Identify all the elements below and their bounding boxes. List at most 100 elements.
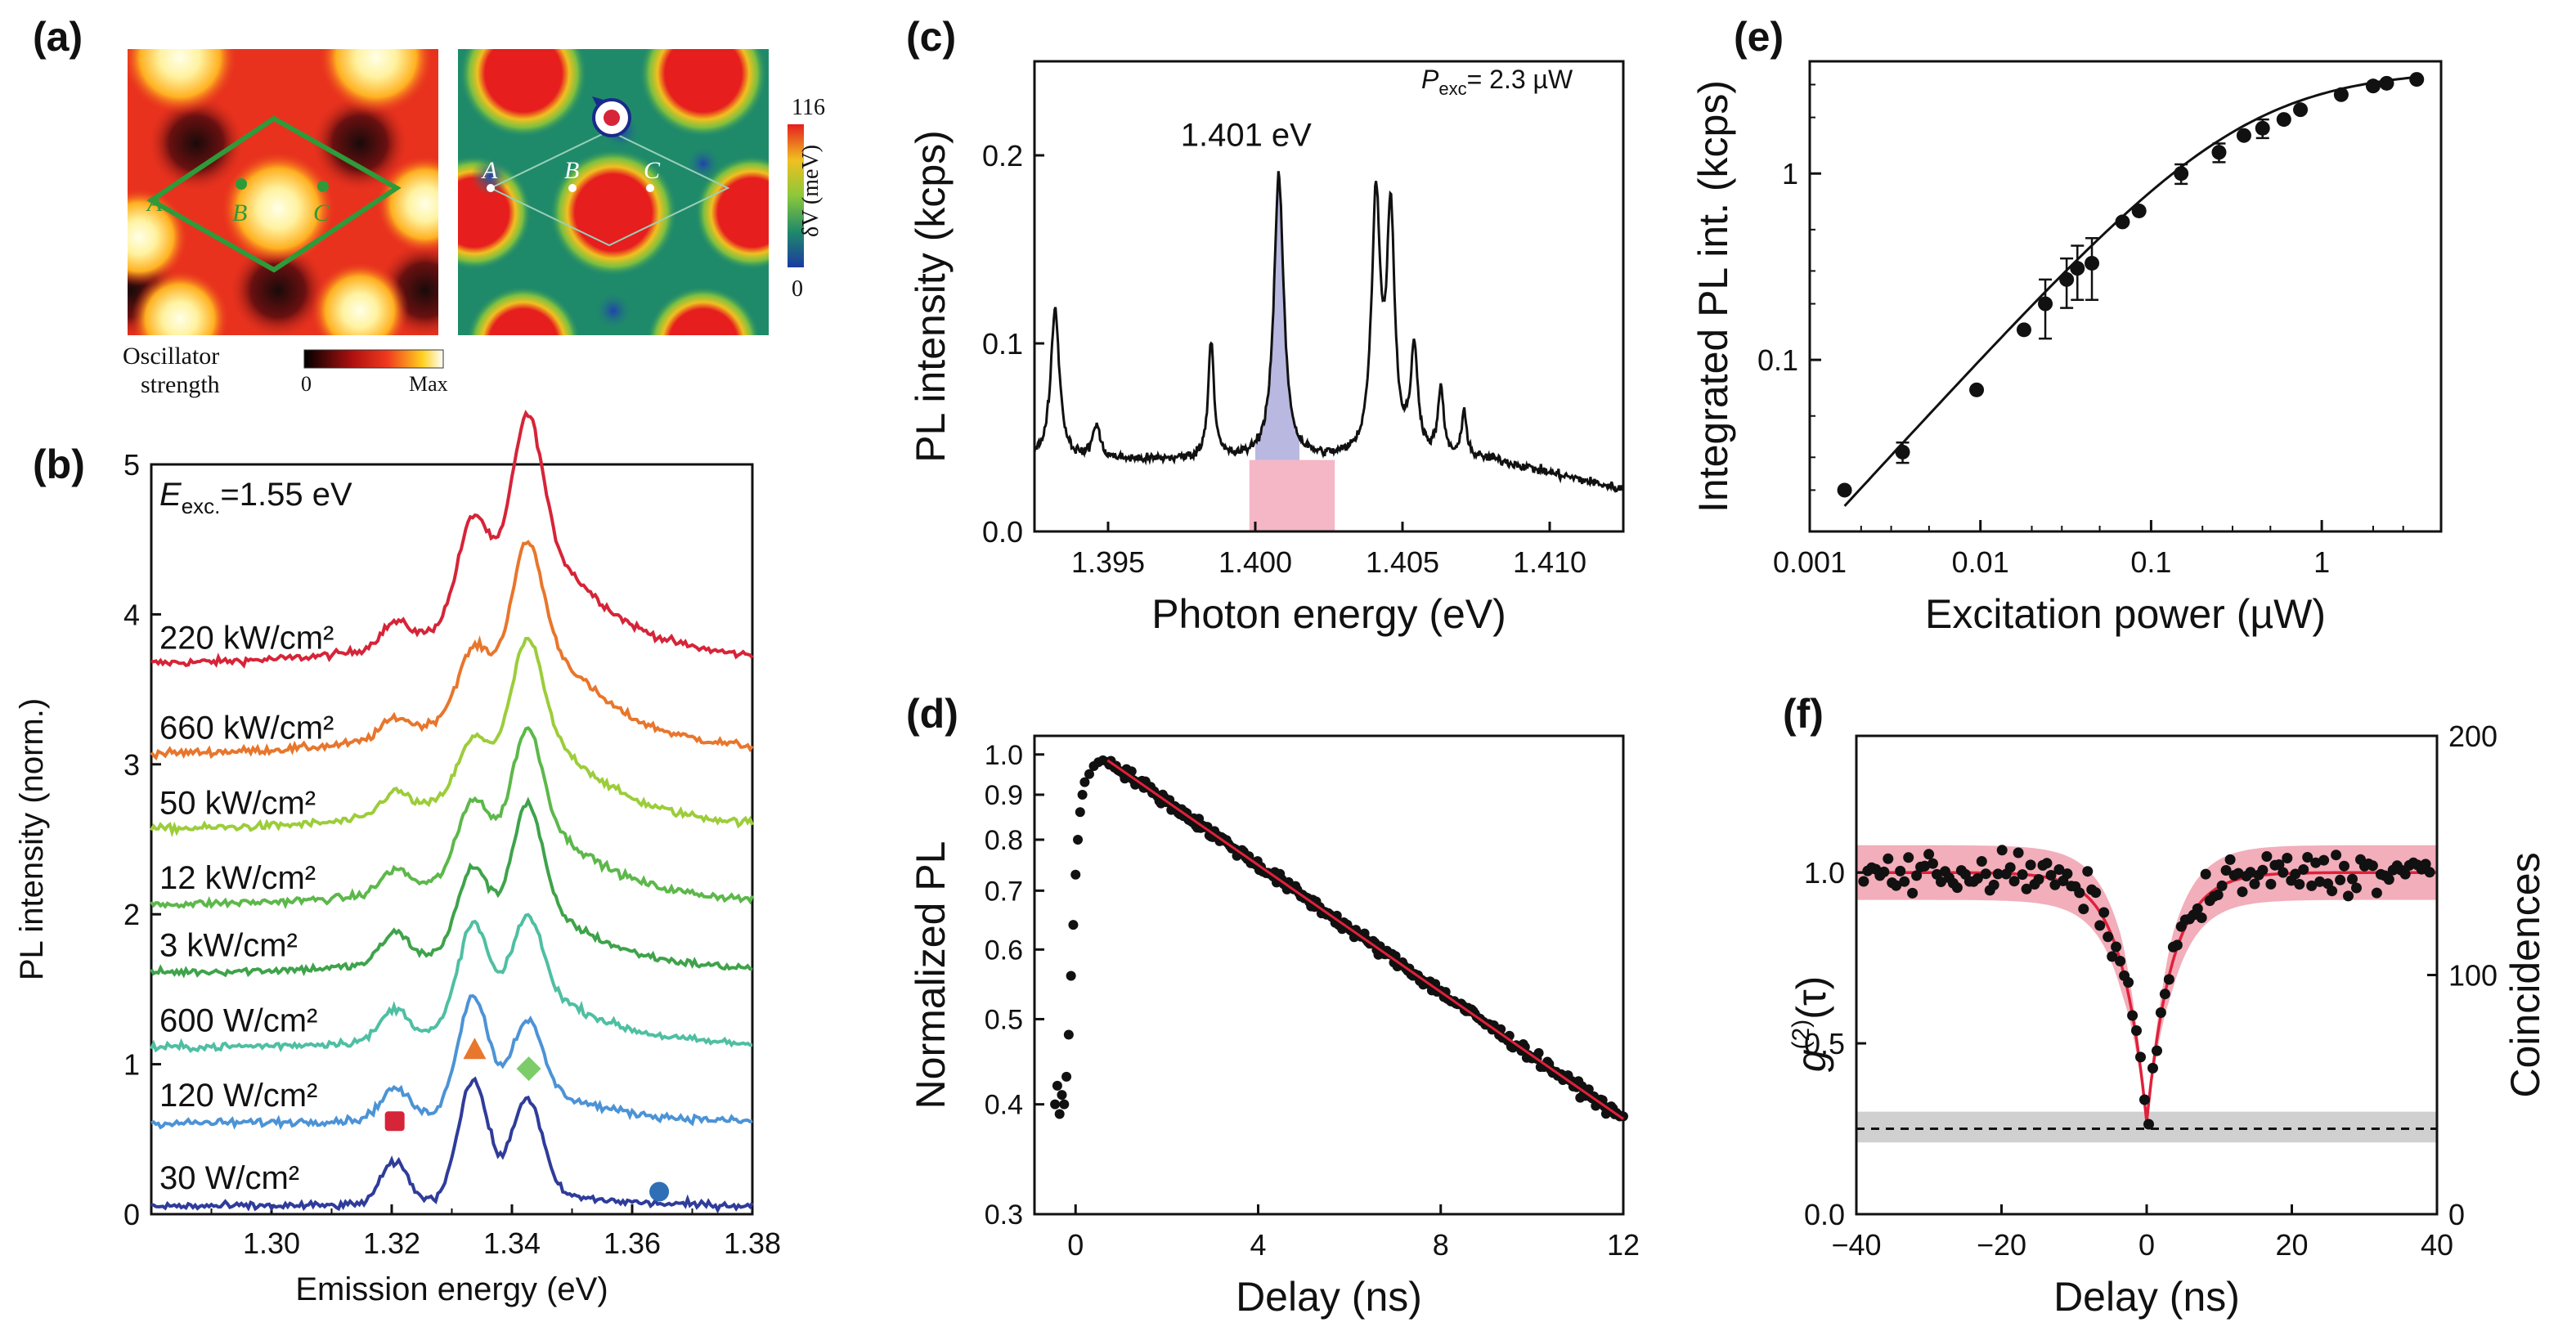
chart-f-point xyxy=(1903,852,1914,863)
chart-b-series-line xyxy=(150,796,753,979)
chart-c-annotation-value: = 2.3 µW xyxy=(1467,65,1573,94)
potential-colorbar-label: δV (meV) xyxy=(798,145,824,237)
svg-text:Pexc= 2.3 µW: Pexc= 2.3 µW xyxy=(1421,65,1573,99)
chart-f-point xyxy=(1988,879,1999,890)
chart-d-fit-line xyxy=(1106,759,1624,1120)
chart-d-xlabel: Delay (ns) xyxy=(1236,1274,1422,1320)
chart-f-point xyxy=(1923,849,1935,860)
panel-label-b: (b) xyxy=(33,442,85,487)
svg-text:Eexc.=1.55 eV: Eexc.=1.55 eV xyxy=(159,477,352,518)
chart-f-point xyxy=(2261,851,2273,862)
chart-f-point xyxy=(2367,860,2378,872)
chart-f-point xyxy=(2347,873,2358,885)
chart-f-point xyxy=(2233,868,2244,879)
chart-e-point xyxy=(2016,322,2031,338)
chart-f-point xyxy=(2224,854,2236,865)
chart-f-point xyxy=(2335,874,2346,885)
chart-f-point xyxy=(1996,845,2008,856)
chart-f-fit-line xyxy=(1856,871,2437,1123)
potential-map xyxy=(458,49,769,335)
chart-d-xtick-label: 12 xyxy=(1607,1228,1640,1262)
chart-f: −40 −20 0 20 40 0.0 0.5 1.0 0 100 200 Delay (ns) g(2… xyxy=(1788,720,2548,1320)
chart-f-point xyxy=(2098,907,2110,918)
chart-f-point xyxy=(1911,870,1923,881)
chart-c-peak-label: 1.401 eV xyxy=(1181,118,1312,154)
chart-f-ylabel: g(2)(τ) xyxy=(1788,976,1834,1073)
chart-e-xlabel: Excitation power (µW) xyxy=(1925,591,2326,637)
site-label-a-right: A xyxy=(481,157,498,184)
chart-d-ytick-label: 0.4 xyxy=(985,1090,1023,1121)
chart-b-series-label: 30 W/cm² xyxy=(159,1160,299,1196)
chart-f-point xyxy=(1951,882,1963,894)
chart-f-ytick-label: 0.5 xyxy=(1804,1027,1845,1060)
chart-f-point xyxy=(2131,1025,2142,1036)
chart-b-series-line xyxy=(150,725,754,910)
chart-e-point xyxy=(2085,255,2100,271)
chart-f-point xyxy=(2220,865,2232,876)
chart-f-point xyxy=(2008,876,2020,887)
panel-label-d: (d) xyxy=(906,691,958,737)
oscillator-colorbar-max: Max xyxy=(409,372,448,396)
chart-f-point xyxy=(2155,1007,2166,1018)
chart-f-point xyxy=(1895,865,1906,876)
chart-d-point xyxy=(1061,1071,1072,1082)
chart-f-point xyxy=(2123,977,2134,988)
chart-b-series-label: 220 kW/cm² xyxy=(159,621,334,657)
chart-f-point xyxy=(2249,878,2260,890)
chart-d-ytick-label: 0.8 xyxy=(985,825,1023,856)
chart-f-point xyxy=(2163,974,2174,985)
chart-b-ytick-label: 5 xyxy=(123,448,140,482)
chart-c-ytick-label: 0.1 xyxy=(982,327,1023,361)
chart-d-point xyxy=(1075,807,1085,818)
chart-f-ytick-right-label: 0 xyxy=(2448,1198,2465,1231)
chart-b-marker-circle xyxy=(649,1181,670,1202)
chart-f-point xyxy=(2314,876,2326,887)
chart-f-point xyxy=(2004,862,2016,873)
chart-f-point xyxy=(2111,941,2122,953)
chart-f-point xyxy=(1899,876,1910,887)
chart-f-point xyxy=(2290,868,2301,880)
chart-d-point xyxy=(1057,1090,1067,1101)
chart-b-marker-square xyxy=(384,1111,405,1132)
chart-f-point xyxy=(2171,939,2183,951)
chart-f-point xyxy=(1972,872,1983,884)
chart-f-point xyxy=(2371,887,2382,899)
chart-e-xtick-label: 0.1 xyxy=(2130,545,2171,579)
chart-d-point xyxy=(1068,920,1079,930)
chart-b-xtick-label: 1.32 xyxy=(363,1226,420,1260)
chart-d-ytick-label: 0.3 xyxy=(985,1199,1023,1231)
chart-b-ytick-label: 4 xyxy=(123,598,140,631)
chart-b-xtick-label: 1.34 xyxy=(483,1226,541,1260)
potential-colorbar xyxy=(788,124,804,267)
chart-b-marker-diamond xyxy=(516,1056,541,1082)
chart-f-ylabel-right: Coincidences xyxy=(2502,852,2548,1097)
chart-d-xtick-label: 4 xyxy=(1250,1228,1266,1262)
chart-f-point xyxy=(2282,853,2293,863)
chart-b-xtick-label: 1.36 xyxy=(604,1226,661,1260)
chart-b-series-label: 120 W/cm² xyxy=(159,1078,317,1114)
chart-f-point xyxy=(2265,878,2277,890)
oscillator-colorbar xyxy=(303,349,444,369)
chart-f-point xyxy=(2062,868,2073,880)
site-label-b-left: B xyxy=(232,200,247,226)
chart-f-point xyxy=(2135,1051,2146,1063)
chart-f-point xyxy=(2343,890,2354,902)
chart-f-point xyxy=(2033,874,2044,885)
chart-d-point xyxy=(1052,1080,1062,1091)
chart-c-ylabel: PL intensity (kcps) xyxy=(908,130,954,463)
chart-c-annotation: Pexc= 2.3 µW xyxy=(1421,65,1573,99)
circular-polarization-icon xyxy=(592,96,631,137)
chart-b-series-label: 660 kW/cm² xyxy=(159,711,334,746)
chart-f-point xyxy=(2200,868,2211,880)
chart-e-point xyxy=(2333,87,2349,102)
chart-d-point xyxy=(1050,1099,1061,1110)
chart-c-annotation-p: P xyxy=(1421,65,1439,94)
chart-b-series-line xyxy=(150,912,753,1054)
chart-e-xtick-label: 1 xyxy=(2313,545,2330,579)
chart-f-point xyxy=(2294,879,2305,890)
potential-colorbar-min: 0 xyxy=(792,276,803,302)
chart-b-ytick-label: 1 xyxy=(123,1048,140,1082)
oscillator-colorbar-title-2: strength xyxy=(141,371,220,398)
chart-f-point xyxy=(2013,847,2024,859)
chart-b-xlabel: Emission energy (eV) xyxy=(295,1271,608,1307)
